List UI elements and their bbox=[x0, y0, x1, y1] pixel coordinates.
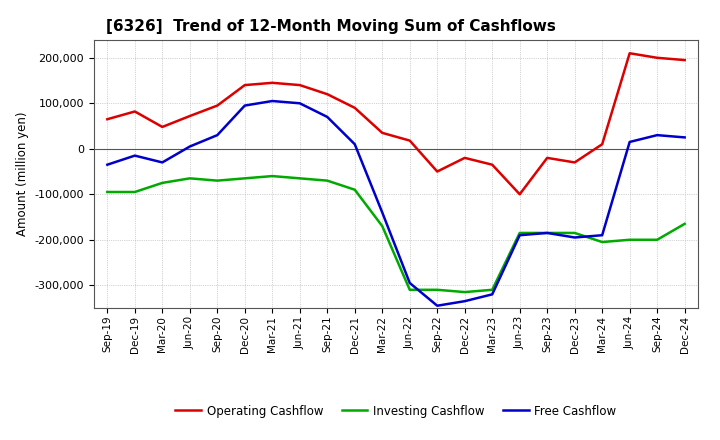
Investing Cashflow bbox=[158, 180, 166, 186]
Operating Cashflow bbox=[186, 114, 194, 119]
Investing Cashflow bbox=[103, 189, 112, 194]
Operating Cashflow bbox=[351, 105, 359, 110]
Investing Cashflow bbox=[516, 230, 524, 235]
Investing Cashflow bbox=[351, 187, 359, 192]
Free Cashflow bbox=[240, 103, 249, 108]
Free Cashflow bbox=[680, 135, 689, 140]
Operating Cashflow bbox=[488, 162, 497, 167]
Free Cashflow bbox=[405, 280, 414, 286]
Operating Cashflow bbox=[405, 138, 414, 143]
Investing Cashflow bbox=[323, 178, 332, 183]
Investing Cashflow bbox=[295, 176, 304, 181]
Operating Cashflow bbox=[460, 155, 469, 161]
Operating Cashflow bbox=[570, 160, 579, 165]
Free Cashflow bbox=[351, 142, 359, 147]
Operating Cashflow bbox=[653, 55, 662, 60]
Free Cashflow bbox=[433, 303, 441, 308]
Investing Cashflow bbox=[488, 287, 497, 293]
Investing Cashflow bbox=[626, 237, 634, 242]
Investing Cashflow bbox=[598, 239, 606, 245]
Operating Cashflow bbox=[213, 103, 222, 108]
Free Cashflow bbox=[488, 292, 497, 297]
Free Cashflow bbox=[103, 162, 112, 167]
Operating Cashflow bbox=[323, 92, 332, 97]
Line: Investing Cashflow: Investing Cashflow bbox=[107, 176, 685, 292]
Legend: Operating Cashflow, Investing Cashflow, Free Cashflow: Operating Cashflow, Investing Cashflow, … bbox=[171, 400, 621, 422]
Text: [6326]  Trend of 12-Month Moving Sum of Cashflows: [6326] Trend of 12-Month Moving Sum of C… bbox=[106, 19, 556, 34]
Free Cashflow bbox=[653, 132, 662, 138]
Free Cashflow bbox=[570, 235, 579, 240]
Free Cashflow bbox=[186, 144, 194, 149]
Investing Cashflow bbox=[460, 290, 469, 295]
Investing Cashflow bbox=[433, 287, 441, 293]
Investing Cashflow bbox=[570, 230, 579, 235]
Free Cashflow bbox=[213, 132, 222, 138]
Y-axis label: Amount (million yen): Amount (million yen) bbox=[16, 112, 29, 236]
Operating Cashflow bbox=[295, 82, 304, 88]
Free Cashflow bbox=[516, 233, 524, 238]
Operating Cashflow bbox=[516, 192, 524, 197]
Investing Cashflow bbox=[186, 176, 194, 181]
Line: Operating Cashflow: Operating Cashflow bbox=[107, 53, 685, 194]
Operating Cashflow bbox=[103, 117, 112, 122]
Investing Cashflow bbox=[543, 230, 552, 235]
Line: Free Cashflow: Free Cashflow bbox=[107, 101, 685, 306]
Free Cashflow bbox=[626, 139, 634, 145]
Operating Cashflow bbox=[543, 155, 552, 161]
Operating Cashflow bbox=[268, 80, 276, 85]
Free Cashflow bbox=[130, 153, 139, 158]
Operating Cashflow bbox=[433, 169, 441, 174]
Investing Cashflow bbox=[653, 237, 662, 242]
Free Cashflow bbox=[543, 230, 552, 235]
Investing Cashflow bbox=[405, 287, 414, 293]
Free Cashflow bbox=[460, 298, 469, 304]
Operating Cashflow bbox=[626, 51, 634, 56]
Investing Cashflow bbox=[378, 224, 387, 229]
Operating Cashflow bbox=[598, 142, 606, 147]
Free Cashflow bbox=[268, 99, 276, 104]
Operating Cashflow bbox=[130, 109, 139, 114]
Operating Cashflow bbox=[240, 82, 249, 88]
Investing Cashflow bbox=[680, 221, 689, 227]
Free Cashflow bbox=[295, 101, 304, 106]
Investing Cashflow bbox=[240, 176, 249, 181]
Free Cashflow bbox=[598, 233, 606, 238]
Investing Cashflow bbox=[213, 178, 222, 183]
Investing Cashflow bbox=[268, 173, 276, 179]
Operating Cashflow bbox=[680, 58, 689, 63]
Free Cashflow bbox=[378, 210, 387, 215]
Free Cashflow bbox=[158, 160, 166, 165]
Free Cashflow bbox=[323, 114, 332, 120]
Investing Cashflow bbox=[130, 189, 139, 194]
Operating Cashflow bbox=[158, 125, 166, 130]
Operating Cashflow bbox=[378, 130, 387, 136]
